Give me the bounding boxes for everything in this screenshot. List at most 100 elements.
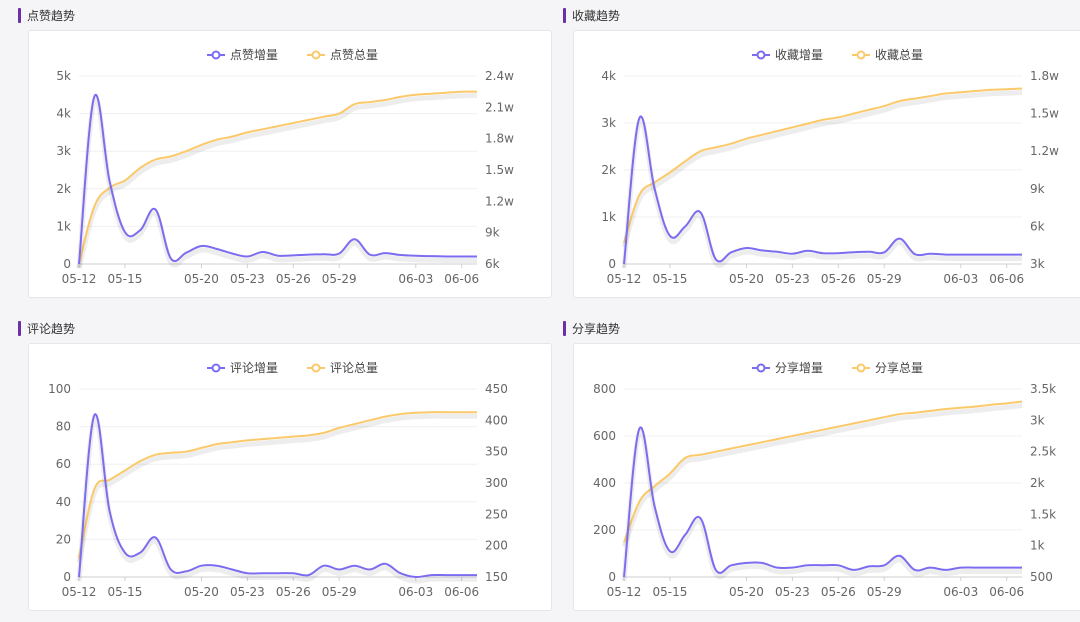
left-tick-label: 4k: [601, 69, 616, 83]
x-tick-label: 05-29: [322, 585, 357, 599]
x-tick-label: 05-23: [775, 272, 810, 286]
right-tick-label: 250: [485, 507, 508, 521]
left-tick-label: 1k: [56, 219, 71, 233]
left-tick-label: 20: [56, 532, 71, 546]
section-title: 点赞趋势: [27, 8, 76, 23]
increment-series-line[interactable]: [78, 93, 477, 265]
left-tick-label: 3k: [601, 116, 616, 130]
chart-legend[interactable]: 收藏增量 收藏总量: [752, 48, 923, 62]
section-accent-bar: [563, 320, 566, 336]
legend-label: 收藏总量: [875, 48, 923, 62]
left-tick-label: 1k: [601, 210, 616, 224]
x-tick-label: 06-03: [398, 585, 433, 599]
right-tick-label: 500: [1030, 570, 1053, 584]
legend-item[interactable]: 评论总量: [307, 361, 378, 375]
section-header: 收藏趋势: [563, 7, 620, 23]
legend-item[interactable]: 分享总量: [852, 360, 923, 375]
left-tick-label: 2k: [601, 163, 616, 177]
section-accent-bar: [18, 7, 21, 23]
right-tick-label: 200: [485, 539, 508, 553]
x-tick-label: 05-26: [821, 272, 856, 286]
chart-card: 分享增量 分享总量 0 200 400 600 800 500 1k 1.5k 2k 2.5k 3k 3.…: [573, 343, 1080, 611]
left-axis: 0 1k 2k 3k 4k 5k: [56, 69, 477, 271]
x-tick-label: 06-06: [444, 585, 479, 599]
x-tick-label: 06-03: [943, 272, 978, 286]
right-tick-label: 3k: [1030, 257, 1045, 271]
x-axis: 05-12 05-15 05-20 05-23 05-26 05-29 06-03 06-06: [62, 577, 479, 599]
legend-marker: [311, 363, 321, 373]
comments-trend-chart: 评论增量 评论总量 0 20 40 60 80 100 150 200 250 300 350 400 45…: [48, 361, 508, 599]
x-tick-label: 05-20: [184, 585, 219, 599]
increment-series-line[interactable]: [623, 426, 1022, 578]
total-series-line[interactable]: [78, 90, 478, 265]
legend-item[interactable]: 点赞总量: [307, 48, 378, 62]
left-tick-label: 600: [593, 429, 616, 443]
left-tick-label: 100: [48, 382, 71, 396]
legend-item[interactable]: 收藏总量: [852, 48, 923, 62]
section-title: 收藏趋势: [572, 8, 621, 23]
left-tick-label: 2k: [56, 182, 71, 196]
right-tick-label: 350: [485, 445, 508, 459]
left-tick-label: 0: [608, 570, 616, 584]
legend-item[interactable]: 分享增量: [752, 360, 823, 375]
legend-label: 评论增量: [230, 361, 278, 375]
left-tick-label: 0: [63, 257, 71, 271]
right-tick-label: 1.8w: [1030, 69, 1059, 83]
right-tick-label: 400: [485, 413, 508, 427]
legend-item[interactable]: 点赞增量: [207, 48, 278, 62]
x-tick-label: 06-06: [444, 272, 479, 286]
right-tick-label: 2.5k: [1030, 445, 1056, 459]
total-series-line[interactable]: [78, 411, 477, 559]
legend-label: 点赞总量: [330, 48, 378, 62]
right-tick-label: 1.5w: [1030, 107, 1059, 121]
chart-legend[interactable]: 评论增量 评论总量: [207, 361, 378, 375]
left-tick-label: 3k: [56, 144, 71, 158]
right-tick-label: 150: [485, 570, 508, 584]
legend-marker: [856, 363, 866, 373]
x-tick-label: 05-23: [775, 585, 810, 599]
x-tick-label: 05-29: [322, 272, 357, 286]
chart-legend[interactable]: 点赞增量 点赞总量: [207, 48, 378, 62]
series-shadow: [76, 413, 477, 563]
total-series-line[interactable]: [623, 400, 1023, 543]
x-tick-label: 06-06: [989, 272, 1024, 286]
right-tick-label: 3k: [1030, 413, 1045, 427]
section-header: 评论趋势: [18, 320, 75, 336]
legend-label: 点赞增量: [230, 48, 278, 62]
total-series-line[interactable]: [623, 87, 1023, 244]
legend-marker: [756, 50, 766, 60]
series-shadow: [621, 428, 1022, 582]
x-tick-label: 05-26: [821, 585, 856, 599]
right-tick-label: 300: [485, 476, 508, 490]
increment-series-line[interactable]: [78, 413, 477, 579]
legend-item[interactable]: 收藏增量: [752, 48, 823, 62]
legend-marker: [311, 50, 321, 60]
increment-series-line[interactable]: [623, 115, 1022, 265]
section-accent-bar: [563, 7, 566, 23]
x-tick-label: 05-12: [607, 585, 642, 599]
right-tick-label: 9k: [485, 226, 500, 240]
right-tick-label: 1.2w: [1030, 144, 1059, 158]
x-tick-label: 05-12: [62, 585, 97, 599]
section-accent-bar: [18, 320, 21, 336]
section-title: 评论趋势: [27, 321, 76, 336]
right-tick-label: 2.4w: [485, 69, 514, 83]
right-tick-label: 2k: [1030, 476, 1045, 490]
section-header: 点赞趋势: [18, 7, 75, 23]
chart-card: 收藏增量 收藏总量 0 1k 2k 3k 4k 3k 6k 9k 1.2w 1.5w 1.8w 05-12…: [573, 30, 1080, 298]
legend-label: 分享增量: [775, 360, 823, 375]
legend-item[interactable]: 评论增量: [207, 361, 278, 375]
right-tick-label: 1.2w: [485, 194, 514, 208]
right-tick-label: 1.5k: [1030, 507, 1056, 521]
chart-legend[interactable]: 分享增量 分享总量: [752, 360, 923, 375]
legend-label: 收藏增量: [775, 48, 823, 62]
x-tick-label: 05-26: [276, 272, 311, 286]
section-title: 分享趋势: [572, 321, 621, 336]
legend-marker: [856, 50, 866, 60]
x-tick-label: 05-20: [184, 272, 219, 286]
x-tick-label: 05-29: [867, 585, 902, 599]
x-axis: 05-12 05-15 05-20 05-23 05-26 05-29 06-03 06-06: [607, 577, 1024, 599]
legend-marker: [756, 363, 766, 373]
x-tick-label: 05-29: [867, 272, 902, 286]
right-tick-label: 1k: [1030, 539, 1045, 553]
